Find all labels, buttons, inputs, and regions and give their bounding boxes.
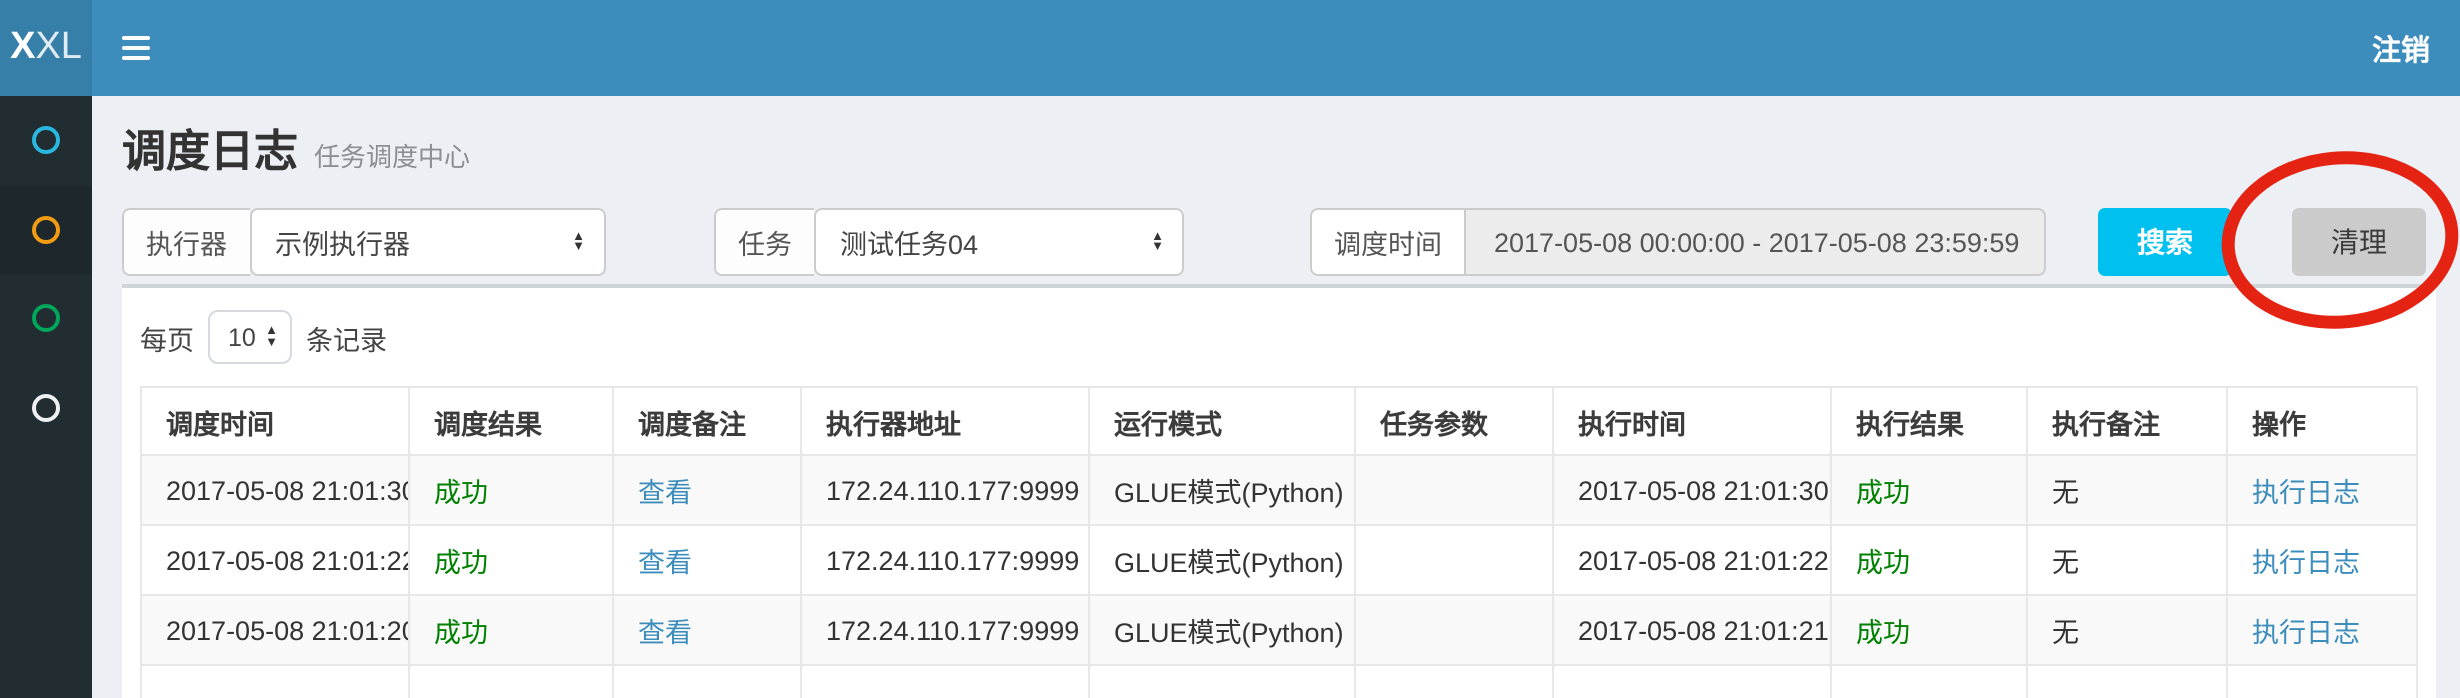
time-label: 调度时间 — [1310, 208, 1466, 276]
table-row: 2017-05-08 21:01:30 成功 查看 172.24.110.177… — [140, 454, 2418, 526]
page-size-prefix: 每页 — [140, 325, 194, 355]
sidebar-item-2-active[interactable] — [0, 185, 92, 274]
job-select[interactable]: 测试任务04 ▲ ▼ — [814, 208, 1184, 276]
select-arrows-icon: ▲ ▼ — [265, 324, 278, 349]
clean-button[interactable]: 清理 — [2292, 208, 2426, 276]
col-exec-time: 执行时间 — [1552, 386, 1832, 456]
exec-log-link[interactable]: 执行日志 — [2252, 618, 2360, 648]
cell-dispatch-remark: 查看 — [612, 454, 802, 526]
cell-exec-time: 2017-05-08 21:01:30 — [1552, 454, 1832, 526]
filter-toolbar: 执行器 示例执行器 ▲ ▼ 任务 测试任务04 ▲ ▼ 调度时间 — [122, 208, 2436, 276]
cell-dispatch-time: 2017-05-08 21:01:22 — [140, 524, 410, 596]
content-area: 调度日志 任务调度中心 执行器 示例执行器 ▲ ▼ 任务 测试任务04 ▲ ▼ — [92, 96, 2460, 698]
view-remark-link[interactable]: 查看 — [638, 548, 692, 578]
logo-rest: XL — [35, 26, 82, 68]
select-arrows-icon: ▲ ▼ — [572, 229, 585, 254]
table-row: 2017-05-08 21:01:22 成功 查看 172.24.110.177… — [140, 524, 2418, 596]
cell-dispatch-remark: 查看 — [612, 524, 802, 596]
executor-select[interactable]: 示例执行器 ▲ ▼ — [249, 208, 605, 276]
executor-filter-group: 执行器 示例执行器 ▲ ▼ — [122, 208, 605, 276]
cell-action: 执行日志 — [2226, 524, 2418, 596]
log-table: 调度时间 调度结果 调度备注 执行器地址 运行模式 任务参数 执行时间 执行结果… — [140, 386, 2418, 698]
cell-dispatch-remark: 查看 — [612, 594, 802, 666]
col-dispatch-time: 调度时间 — [140, 386, 410, 456]
cell-run-mode: GLUE模式(Python) — [1088, 454, 1356, 526]
cell-dispatch-result: 成功 — [408, 594, 614, 666]
cell-action: 执行日志 — [2226, 454, 2418, 526]
cell-job-param — [1354, 454, 1554, 526]
time-filter-group: 调度时间 2017-05-08 00:00:00 - 2017-05-08 23… — [1310, 208, 2046, 276]
cell-dispatch-time: 2017-05-08 21:01:30 — [140, 454, 410, 526]
circle-icon — [32, 215, 60, 244]
cell-exec-result: 成功 — [1830, 524, 2028, 596]
sidebar-item-1[interactable] — [0, 96, 92, 185]
cell-executor-address: 172.24.110.177:9999 — [800, 524, 1090, 596]
col-job-param: 任务参数 — [1354, 386, 1554, 456]
app-logo[interactable]: X XL — [0, 0, 92, 96]
page-title: 调度日志 — [122, 126, 299, 176]
cell-job-param — [1354, 594, 1554, 666]
cell-dispatch-time: 2017-05-08 21:01:20 — [140, 594, 410, 666]
view-remark-link[interactable]: 查看 — [638, 618, 692, 648]
table-row-partial — [140, 664, 2418, 698]
circle-icon — [32, 393, 60, 422]
cell-exec-remark: 无 — [2026, 594, 2228, 666]
sidebar-item-3[interactable] — [0, 274, 92, 363]
exec-log-link[interactable]: 执行日志 — [2252, 548, 2360, 578]
exec-log-link[interactable]: 执行日志 — [2252, 478, 2360, 508]
sidebar-item-4[interactable] — [0, 363, 92, 452]
cell-run-mode: GLUE模式(Python) — [1088, 524, 1356, 596]
page-size-suffix: 条记录 — [306, 325, 387, 355]
col-run-mode: 运行模式 — [1088, 386, 1356, 456]
table-header-row: 调度时间 调度结果 调度备注 执行器地址 运行模式 任务参数 执行时间 执行结果… — [140, 386, 2418, 456]
cell-exec-result: 成功 — [1830, 454, 2028, 526]
cell-exec-result: 成功 — [1830, 594, 2028, 666]
cell-action: 执行日志 — [2226, 594, 2418, 666]
job-filter-group: 任务 测试任务04 ▲ ▼ — [714, 208, 1184, 276]
circle-icon — [32, 304, 60, 333]
cell-job-param — [1354, 524, 1554, 596]
cell-exec-remark: 无 — [2026, 454, 2228, 526]
page-subtitle: 任务调度中心 — [314, 142, 471, 172]
executor-label: 执行器 — [122, 208, 249, 276]
time-range-input[interactable]: 2017-05-08 00:00:00 - 2017-05-08 23:59:5… — [1466, 208, 2046, 276]
sidebar — [0, 96, 92, 698]
circle-icon — [32, 126, 60, 155]
select-arrows-icon: ▲ ▼ — [1151, 229, 1164, 254]
cell-exec-time: 2017-05-08 21:01:22 — [1552, 524, 1832, 596]
col-dispatch-remark: 调度备注 — [612, 386, 802, 456]
col-exec-result: 执行结果 — [1830, 386, 2028, 456]
page-size-select[interactable]: 10 ▲ ▼ — [208, 310, 292, 364]
cell-exec-remark: 无 — [2026, 524, 2228, 596]
page-size-control: 每页 10 ▲ ▼ 条记录 — [140, 310, 2418, 364]
job-label: 任务 — [714, 208, 814, 276]
cell-dispatch-result: 成功 — [408, 524, 614, 596]
cell-exec-time: 2017-05-08 21:01:21 — [1552, 594, 1832, 666]
menu-toggle-icon[interactable] — [122, 0, 174, 96]
logo-bold: X — [10, 26, 36, 68]
topbar: X XL 注销 — [0, 0, 2460, 96]
search-button[interactable]: 搜索 — [2098, 208, 2232, 276]
col-executor-address: 执行器地址 — [800, 386, 1090, 456]
cell-run-mode: GLUE模式(Python) — [1088, 594, 1356, 666]
table-row: 2017-05-08 21:01:20 成功 查看 172.24.110.177… — [140, 594, 2418, 666]
cell-executor-address: 172.24.110.177:9999 — [800, 454, 1090, 526]
logout-link[interactable]: 注销 — [2372, 35, 2430, 67]
cell-executor-address: 172.24.110.177:9999 — [800, 594, 1090, 666]
col-dispatch-result: 调度结果 — [408, 386, 614, 456]
col-action: 操作 — [2226, 386, 2418, 456]
page-header: 调度日志 任务调度中心 — [92, 96, 2460, 180]
view-remark-link[interactable]: 查看 — [638, 478, 692, 508]
col-exec-remark: 执行备注 — [2026, 386, 2228, 456]
cell-dispatch-result: 成功 — [408, 454, 614, 526]
log-panel: 每页 10 ▲ ▼ 条记录 调度时间 调度 — [122, 284, 2436, 698]
